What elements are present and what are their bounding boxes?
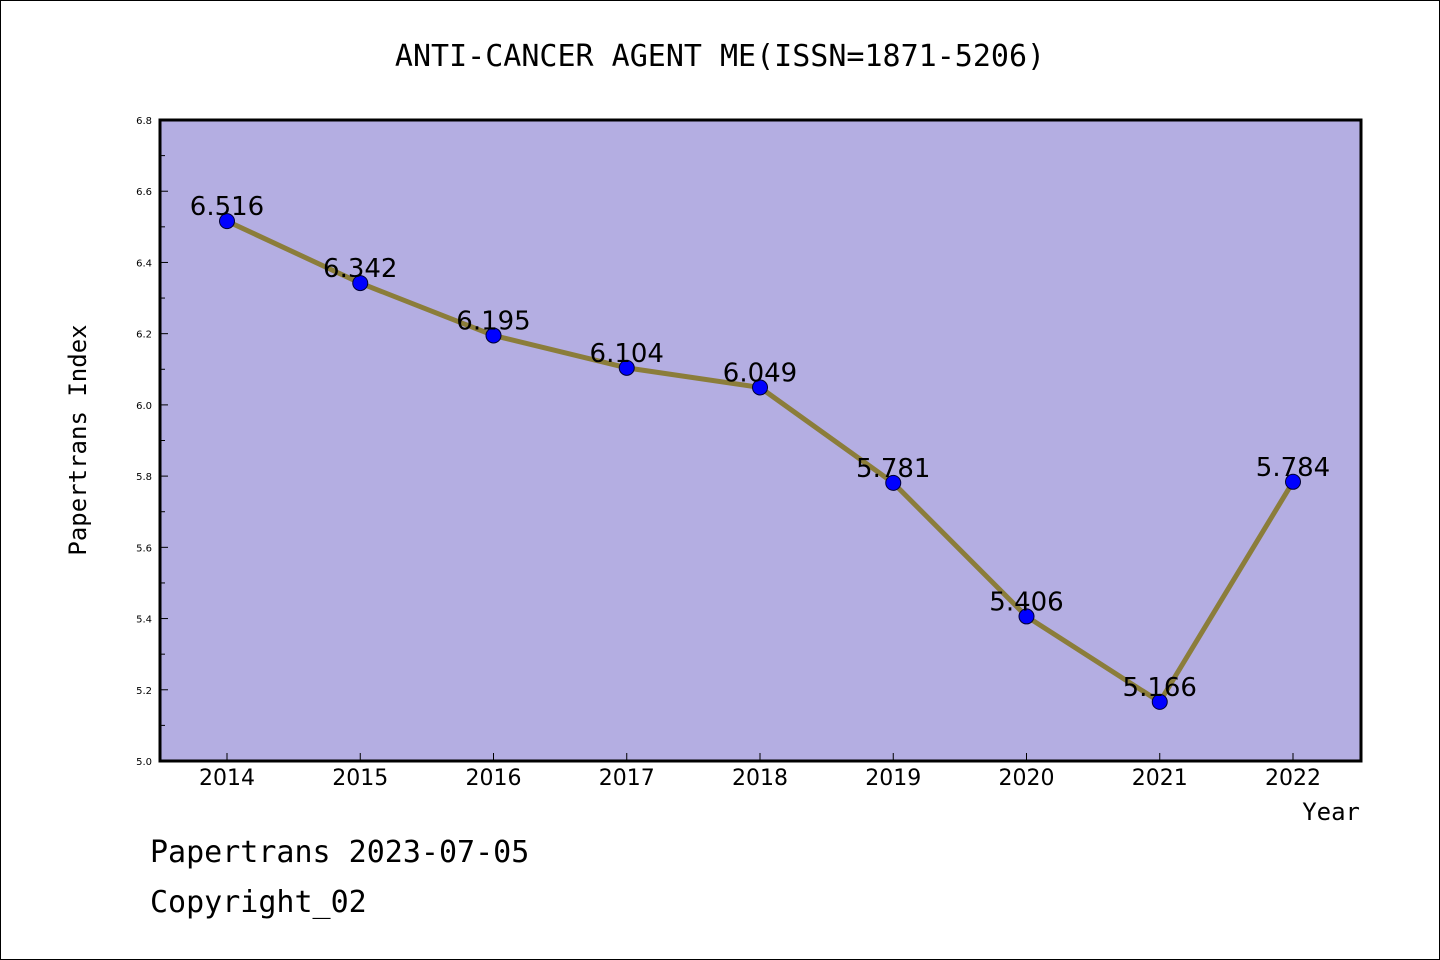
data-point <box>485 327 502 344</box>
y-tick-label: 6.2 <box>136 330 152 341</box>
x-tick-label: 2017 <box>599 766 655 791</box>
data-label: 6.342 <box>323 254 397 284</box>
data-label: 5.166 <box>1123 673 1197 703</box>
data-point <box>618 359 635 376</box>
x-tick-label: 2021 <box>1132 766 1188 791</box>
data-point <box>1285 473 1301 490</box>
plot-border <box>158 118 1363 763</box>
data-label: 5.781 <box>856 454 930 484</box>
y-axis-label: Papertrans Index <box>64 324 92 555</box>
data-point <box>1018 608 1035 625</box>
x-axis-label: Year <box>1302 798 1360 826</box>
y-tick-label: 6.8 <box>136 116 152 127</box>
y-tick-label: 5.4 <box>136 615 152 626</box>
data-point <box>219 213 235 230</box>
x-tick-label: 2019 <box>865 766 921 791</box>
data-label: 6.049 <box>723 358 797 388</box>
x-tick-label: 2014 <box>199 766 255 791</box>
data-label: 6.104 <box>590 339 664 369</box>
x-tick-label: 2020 <box>999 766 1055 791</box>
x-tick-label: 2016 <box>466 766 522 791</box>
y-tick-label: 6.0 <box>136 401 152 412</box>
data-label: 5.784 <box>1256 453 1330 483</box>
y-tick-label: 6.6 <box>136 187 152 198</box>
x-axis: 2014 2015 2016 2017 2018 2019 2020 2021 2022 <box>199 753 1321 791</box>
y-tick-label: 5.8 <box>136 472 152 483</box>
x-tick-label: 2022 <box>1265 766 1321 791</box>
y-tick-label: 5.0 <box>136 757 152 768</box>
data-label: 6.516 <box>190 192 264 222</box>
footer-date: Papertrans 2023-07-05 <box>150 835 530 870</box>
y-tick-label: 5.2 <box>136 686 152 697</box>
data-point <box>885 474 902 491</box>
data-point <box>352 275 369 292</box>
footer-copyright: Copyright_02 <box>150 885 367 920</box>
y-tick-label: 6.4 <box>136 258 152 269</box>
x-tick-label: 2018 <box>732 766 788 791</box>
plot-area <box>160 120 1361 761</box>
chart-title: ANTI-CANCER AGENT ME(ISSN=1871-5206) <box>395 39 1045 74</box>
data-label: 6.195 <box>456 306 530 336</box>
data-point <box>752 379 768 396</box>
x-tick-label: 2015 <box>332 766 388 791</box>
data-label: 5.406 <box>989 587 1063 617</box>
data-labels: 6.516 6.342 6.195 6.104 6.049 5.781 5.406 5.166… <box>190 192 1330 703</box>
y-tick-label: 5.6 <box>136 543 152 554</box>
series-layer <box>219 213 1301 710</box>
data-point <box>1151 693 1168 710</box>
